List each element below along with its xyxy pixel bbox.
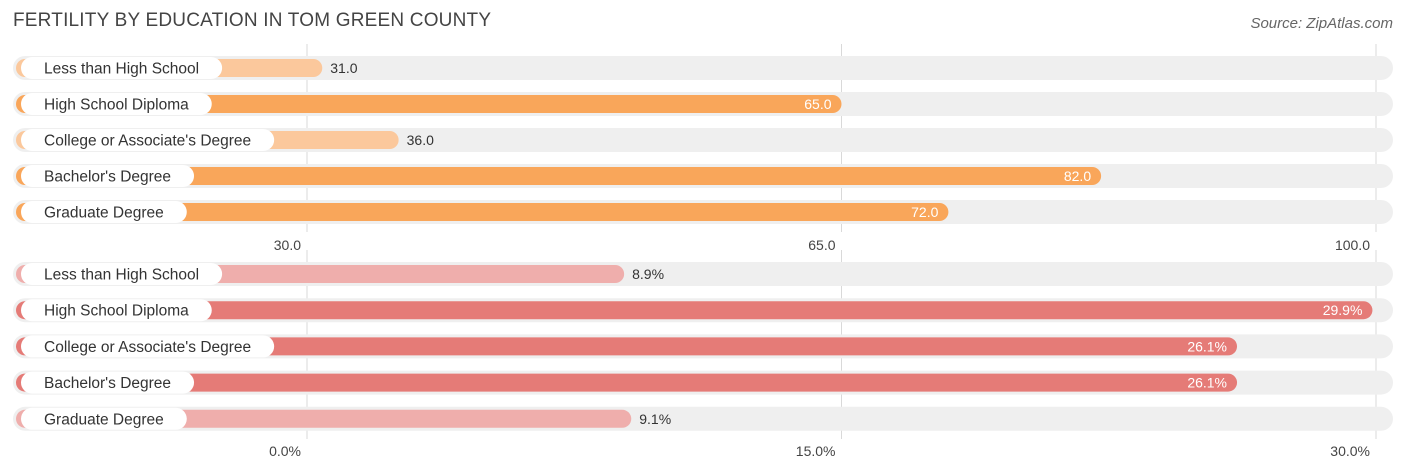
bar-row: High School Diploma 29.9% [13,298,1393,323]
category-label-pill [21,335,275,358]
tick-label: 0.0% [269,443,301,459]
value-label: 9.1% [639,411,671,427]
tick-label: 65.0 [808,237,835,253]
value-label: 29.9% [1323,302,1363,318]
bar-row: Less than High School 31.0 [13,56,1393,80]
category-label: Bachelor's Degree [44,375,171,392]
chart-panel-2: Less than High School 8.9% High School Dip… [13,250,1393,459]
bar [16,95,842,113]
category-label-pill [21,129,275,151]
category-label-pill [21,93,212,115]
category-label-pill [21,201,187,223]
tick-label: 100.0 [1335,237,1370,253]
category-label-pill [21,299,212,322]
value-label: 26.1% [1187,338,1227,354]
category-label-pill [21,371,195,394]
category-label-pill [21,165,195,187]
bar [16,337,1238,356]
category-label: College or Associate's Degree [44,339,251,356]
category-label-pill [21,407,187,430]
category-label: Less than High School [44,61,199,78]
bar-row: Bachelor's Degree 26.1% [13,370,1393,395]
tick-label: 30.0 [274,237,301,253]
category-label: High School Diploma [44,97,189,114]
bar-row: College or Associate's Degree 26.1% [13,334,1393,359]
source-label: Source: ZipAtlas.com [1250,15,1393,32]
value-label: 36.0 [407,132,434,148]
category-label: Graduate Degree [44,205,164,222]
category-label: College or Associate's Degree [44,133,251,150]
bar [16,301,1373,320]
bar-row: College or Associate's Degree 36.0 [13,128,1393,152]
bar-row: Less than High School 8.9% [13,262,1393,286]
value-label: 8.9% [632,266,664,282]
bar-row: Graduate Degree 72.0 [13,200,1393,224]
category-label: Less than High School [44,267,199,284]
bar [16,373,1238,392]
chart-panel-1: Less than High School 31.0 High School Dip… [13,44,1393,253]
category-label: High School Diploma [44,303,189,320]
bar-row: High School Diploma 65.0 [13,92,1393,116]
value-label: 82.0 [1064,168,1091,184]
chart-title: FERTILITY BY EDUCATION IN TOM GREEN COUN… [13,10,492,31]
bar-track [13,56,1393,80]
bar [16,203,949,221]
bar [16,167,1102,185]
category-label: Bachelor's Degree [44,169,171,186]
category-label-pill [21,57,223,79]
category-label: Graduate Degree [44,411,164,428]
category-label-pill [21,263,223,285]
value-label: 72.0 [911,204,938,220]
value-label: 31.0 [330,60,357,76]
value-label: 65.0 [804,96,831,112]
tick-label: 30.0% [1330,443,1370,459]
value-label: 26.1% [1187,375,1227,391]
tick-label: 15.0% [796,443,836,459]
bar-row: Bachelor's Degree 82.0 [13,164,1393,188]
bar-row: Graduate Degree 9.1% [13,406,1393,431]
